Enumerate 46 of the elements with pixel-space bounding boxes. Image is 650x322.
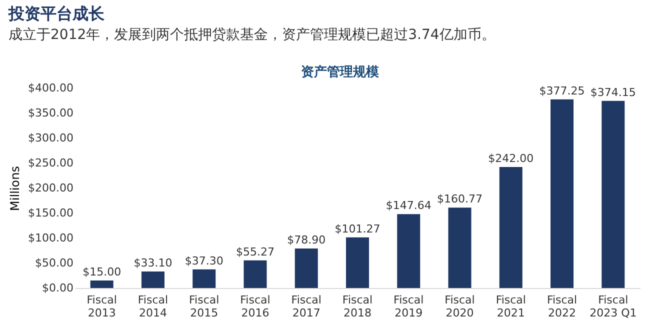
data-label: $55.27	[236, 245, 274, 258]
y-tick-label: $350.00	[28, 106, 74, 120]
data-label: $15.00	[82, 266, 122, 278]
chart-title: 投资平台成长	[8, 4, 106, 23]
data-label: $37.30	[184, 254, 224, 268]
y-tick-label: $50.00	[35, 256, 74, 270]
data-label: $33.10	[134, 256, 172, 270]
bar	[244, 260, 267, 288]
x-tick-label: Fiscal 2018	[342, 294, 373, 320]
data-label: $242.00	[488, 152, 534, 165]
chart-subtitle: 成立于2012年，发展到两个抵押贷款基金，资产管理规模已超过3.74亿加币。	[8, 27, 496, 43]
data-label: $101.27	[334, 222, 380, 236]
text: 资产管理规模	[301, 64, 379, 80]
y-tick-label: $150.00	[28, 206, 74, 220]
x-tick-label: Fiscal 2023 Q1	[590, 294, 637, 320]
bar	[499, 167, 522, 288]
y-tick-label: $400.00	[28, 82, 74, 94]
data-label: $147.64	[386, 199, 432, 212]
y-tick-label: $100.00	[28, 232, 74, 244]
bar	[397, 214, 420, 288]
x-tick-label: Fiscal 2013	[86, 294, 117, 320]
y-tick-label: $300.00	[28, 132, 74, 144]
data-label: $377.25	[539, 84, 585, 98]
data-label: $160.77	[437, 192, 483, 206]
data-label: $78.90	[287, 234, 326, 247]
bar	[90, 280, 114, 288]
bar	[192, 269, 216, 288]
bar	[602, 100, 625, 288]
y-tick-label: $200.00	[28, 182, 74, 194]
x-tick-label: Fiscal 2021	[496, 294, 526, 320]
x-tick-label: Fiscal 2020	[444, 294, 475, 320]
y-tick-label: $0.00	[42, 282, 74, 294]
x-tick-label: Fiscal 2016	[240, 294, 270, 320]
x-tick-label: Fiscal 2019	[394, 294, 424, 320]
y-axis-title: Millions	[8, 166, 22, 211]
bar	[448, 208, 472, 288]
bar	[141, 271, 164, 288]
y-tick-label: $250.00	[28, 156, 74, 170]
x-tick-label: Fiscal 2014	[138, 294, 168, 320]
bar	[346, 237, 370, 288]
data-label: $374.15	[590, 86, 636, 99]
bar	[550, 99, 574, 288]
x-tick-label: Fiscal 2022	[546, 294, 578, 320]
x-tick-label: Fiscal 2017	[291, 294, 322, 320]
x-tick-label: Fiscal 2015	[189, 294, 220, 320]
bar	[294, 248, 318, 288]
